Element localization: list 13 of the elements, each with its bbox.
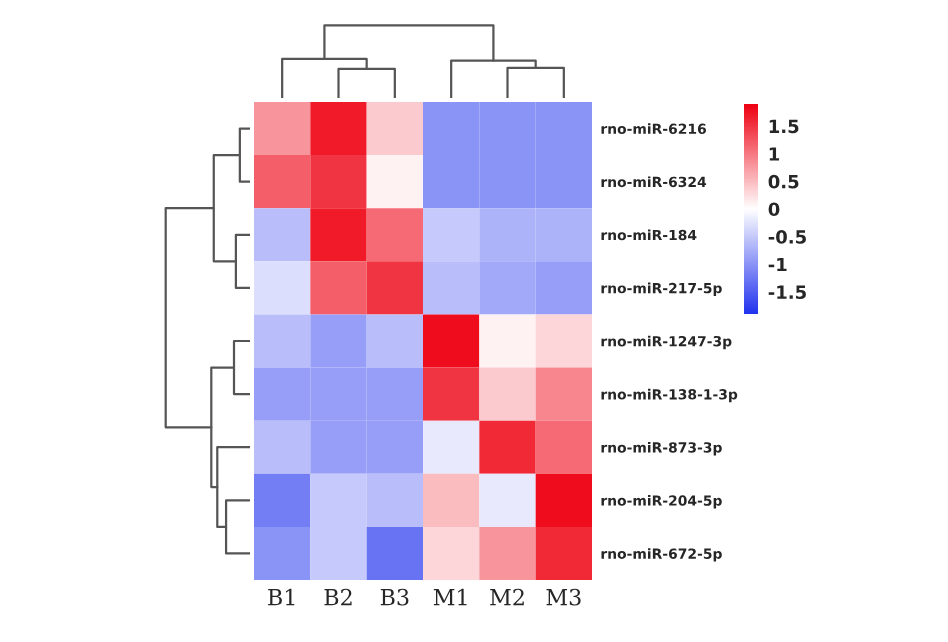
x-tick-label: M1 (433, 588, 467, 606)
color-bar-label: -1.5 (768, 285, 806, 300)
color-bar-label: -1 (768, 257, 787, 272)
x-tick-label: M2 (490, 588, 524, 606)
color-bar-label: 0 (768, 202, 780, 217)
x-tick-label: M3 (546, 588, 581, 606)
color-bar-label: 0.5 (768, 174, 799, 189)
color-bar-label: 1.5 (769, 119, 799, 134)
x-tick-label: B2 (324, 588, 352, 606)
x-tick-label: B1 (268, 588, 295, 606)
x-tick-label: B3 (380, 588, 409, 606)
color-bar-label: -0.5 (768, 230, 806, 244)
color-bar-label: 1 (769, 147, 780, 161)
